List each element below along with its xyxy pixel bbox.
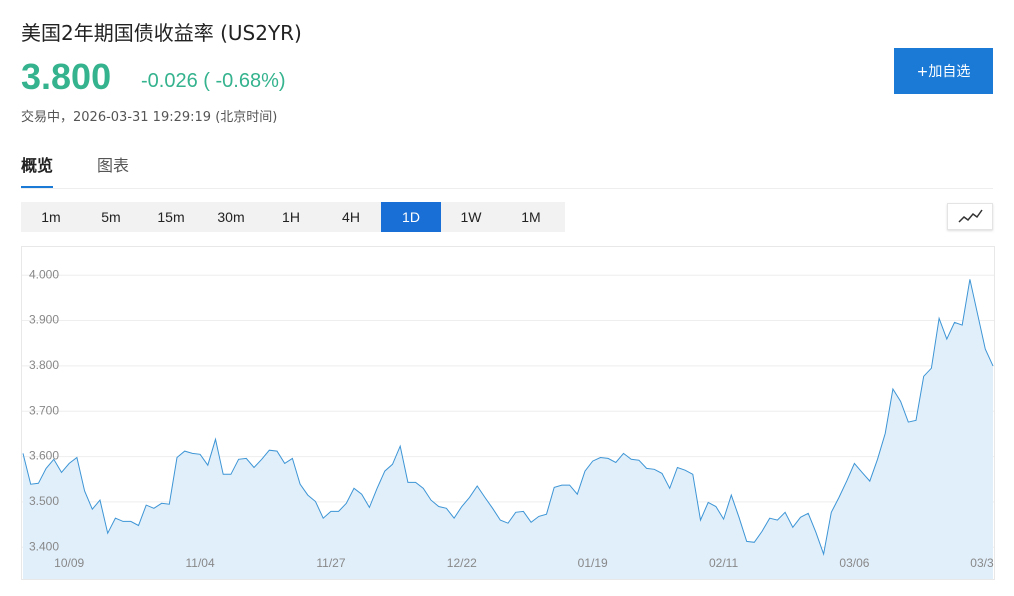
tabs: 概览 图表 bbox=[21, 152, 129, 189]
tab[interactable]: 图表 bbox=[97, 156, 130, 175]
y-tick-label: 3.500 bbox=[29, 494, 59, 508]
divider bbox=[21, 188, 993, 189]
period-button[interactable]: 1W bbox=[460, 209, 482, 225]
y-tick-label: 3.400 bbox=[29, 539, 59, 553]
x-tick-label: 03/06 bbox=[839, 556, 869, 570]
period-button[interactable]: 5m bbox=[101, 209, 121, 225]
x-tick-label: 01/19 bbox=[578, 556, 608, 570]
period-button[interactable]: 1m bbox=[41, 209, 61, 225]
status: 交易中，2026-03-31 19:29:19 (北京时间) bbox=[21, 110, 278, 125]
x-tick-label: 12/22 bbox=[447, 556, 477, 570]
x-tick-label: 11/27 bbox=[316, 556, 345, 570]
change: -0.026 ( -0.68%) bbox=[141, 70, 286, 93]
chart: 3.400 3.500 3.600 3.700 3.800 3.900 4.000 10/09… bbox=[21, 246, 995, 580]
x-tick-label: 10/09 bbox=[54, 556, 84, 570]
y-tick-label: 3.700 bbox=[29, 403, 59, 417]
period-button[interactable]: 1H bbox=[282, 209, 300, 225]
period-button[interactable]: 1D bbox=[381, 202, 441, 232]
y-tick-label: 3.800 bbox=[29, 358, 59, 372]
period-button[interactable]: 15m bbox=[157, 209, 185, 225]
period-button[interactable]: 4H bbox=[342, 209, 360, 225]
line bbox=[22, 279, 994, 557]
y-tick-label: 3.900 bbox=[29, 313, 59, 327]
chart-type-button[interactable] bbox=[947, 203, 993, 230]
add-watchlist-button[interactable]: +加自选 bbox=[894, 48, 993, 94]
chart-type-icon bbox=[958, 209, 983, 223]
x-tick-label: 02/11 bbox=[709, 556, 738, 570]
x-tick-label: 11/04 bbox=[185, 556, 214, 570]
title: 美国2年期国债收益率 (US2YR) bbox=[21, 21, 302, 45]
y-tick-label: 4.000 bbox=[29, 267, 59, 281]
period-button[interactable]: 30m bbox=[217, 209, 245, 225]
tab[interactable]: 概览 bbox=[21, 152, 54, 189]
y-tick-label: 3.600 bbox=[29, 449, 59, 463]
area bbox=[23, 279, 993, 579]
change-value: -0.026 bbox=[141, 70, 198, 92]
period-bar: 1m 5m 15m 30m 1H 4H 1D 1W 1M bbox=[21, 202, 565, 232]
period-button[interactable]: 1M bbox=[521, 209, 541, 225]
price: 3.800 bbox=[21, 56, 112, 97]
x-tick-label: 03/31 bbox=[970, 556, 995, 570]
change-percent: ( -0.68%) bbox=[203, 70, 286, 92]
